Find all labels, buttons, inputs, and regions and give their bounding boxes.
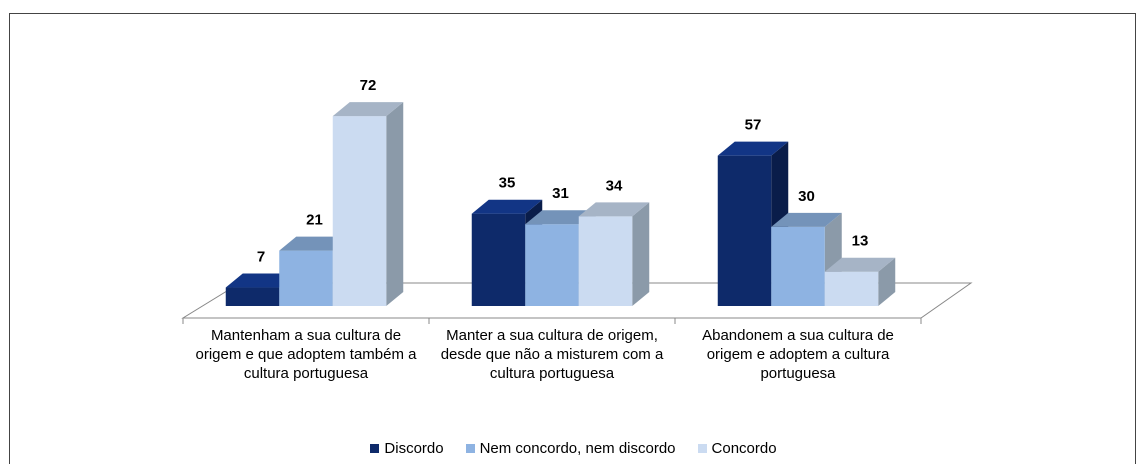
- bar-front: [279, 250, 333, 306]
- bar-top: [824, 257, 896, 272]
- data-label: 34: [606, 177, 623, 194]
- x-tick-label: Manter a sua cultura de origem, desde qu…: [440, 327, 664, 382]
- bar-front: [225, 287, 280, 306]
- bar-top: [717, 141, 789, 156]
- bar-top: [771, 212, 842, 227]
- legend-swatch: [697, 444, 707, 453]
- legend-item: Discordo: [370, 440, 444, 457]
- bar: [578, 202, 650, 306]
- bar: [771, 212, 842, 306]
- data-label: 72: [360, 77, 377, 94]
- data-label: 21: [306, 212, 323, 229]
- bar: [332, 102, 404, 306]
- bar-front: [578, 216, 633, 306]
- bar-front: [824, 271, 879, 306]
- legend-label: Nem concordo, nem discordo: [479, 440, 676, 457]
- x-tick-label: Mantenham a sua cultura de origem e que …: [195, 327, 417, 382]
- data-label: 30: [798, 188, 815, 205]
- bar-front: [332, 116, 387, 306]
- legend-item: Concordo: [697, 440, 777, 457]
- data-label: 31: [552, 185, 569, 202]
- bar-side: [632, 202, 650, 306]
- legend-swatch: [370, 444, 380, 453]
- data-label: 7: [257, 249, 265, 266]
- data-label: 35: [499, 175, 516, 192]
- bar: [717, 141, 789, 306]
- legend-label: Discordo: [384, 440, 444, 457]
- chart-frame: [9, 13, 1136, 464]
- bar-top: [332, 102, 404, 117]
- bar-front: [771, 226, 825, 306]
- bar-top: [225, 273, 297, 288]
- legend-label: Concordo: [711, 440, 777, 457]
- bar-front: [471, 213, 526, 306]
- bar-front: [525, 224, 579, 306]
- bar-front: [717, 155, 772, 306]
- bar-top: [578, 202, 650, 217]
- bar-top: [525, 210, 596, 225]
- bar: [824, 257, 896, 306]
- data-label: 57: [745, 117, 762, 134]
- bar-side: [386, 102, 404, 306]
- bar-side: [878, 257, 896, 306]
- bar-top: [471, 199, 543, 214]
- legend: Discordo Nem concordo, nem discordo Concor…: [0, 440, 1147, 457]
- x-tick-label: Abandonem a sua cultura de origem e adop…: [702, 327, 894, 382]
- legend-swatch: [465, 444, 475, 453]
- legend-item: Nem concordo, nem discordo: [465, 440, 676, 457]
- bar-top: [279, 236, 350, 251]
- data-label: 13: [852, 233, 869, 250]
